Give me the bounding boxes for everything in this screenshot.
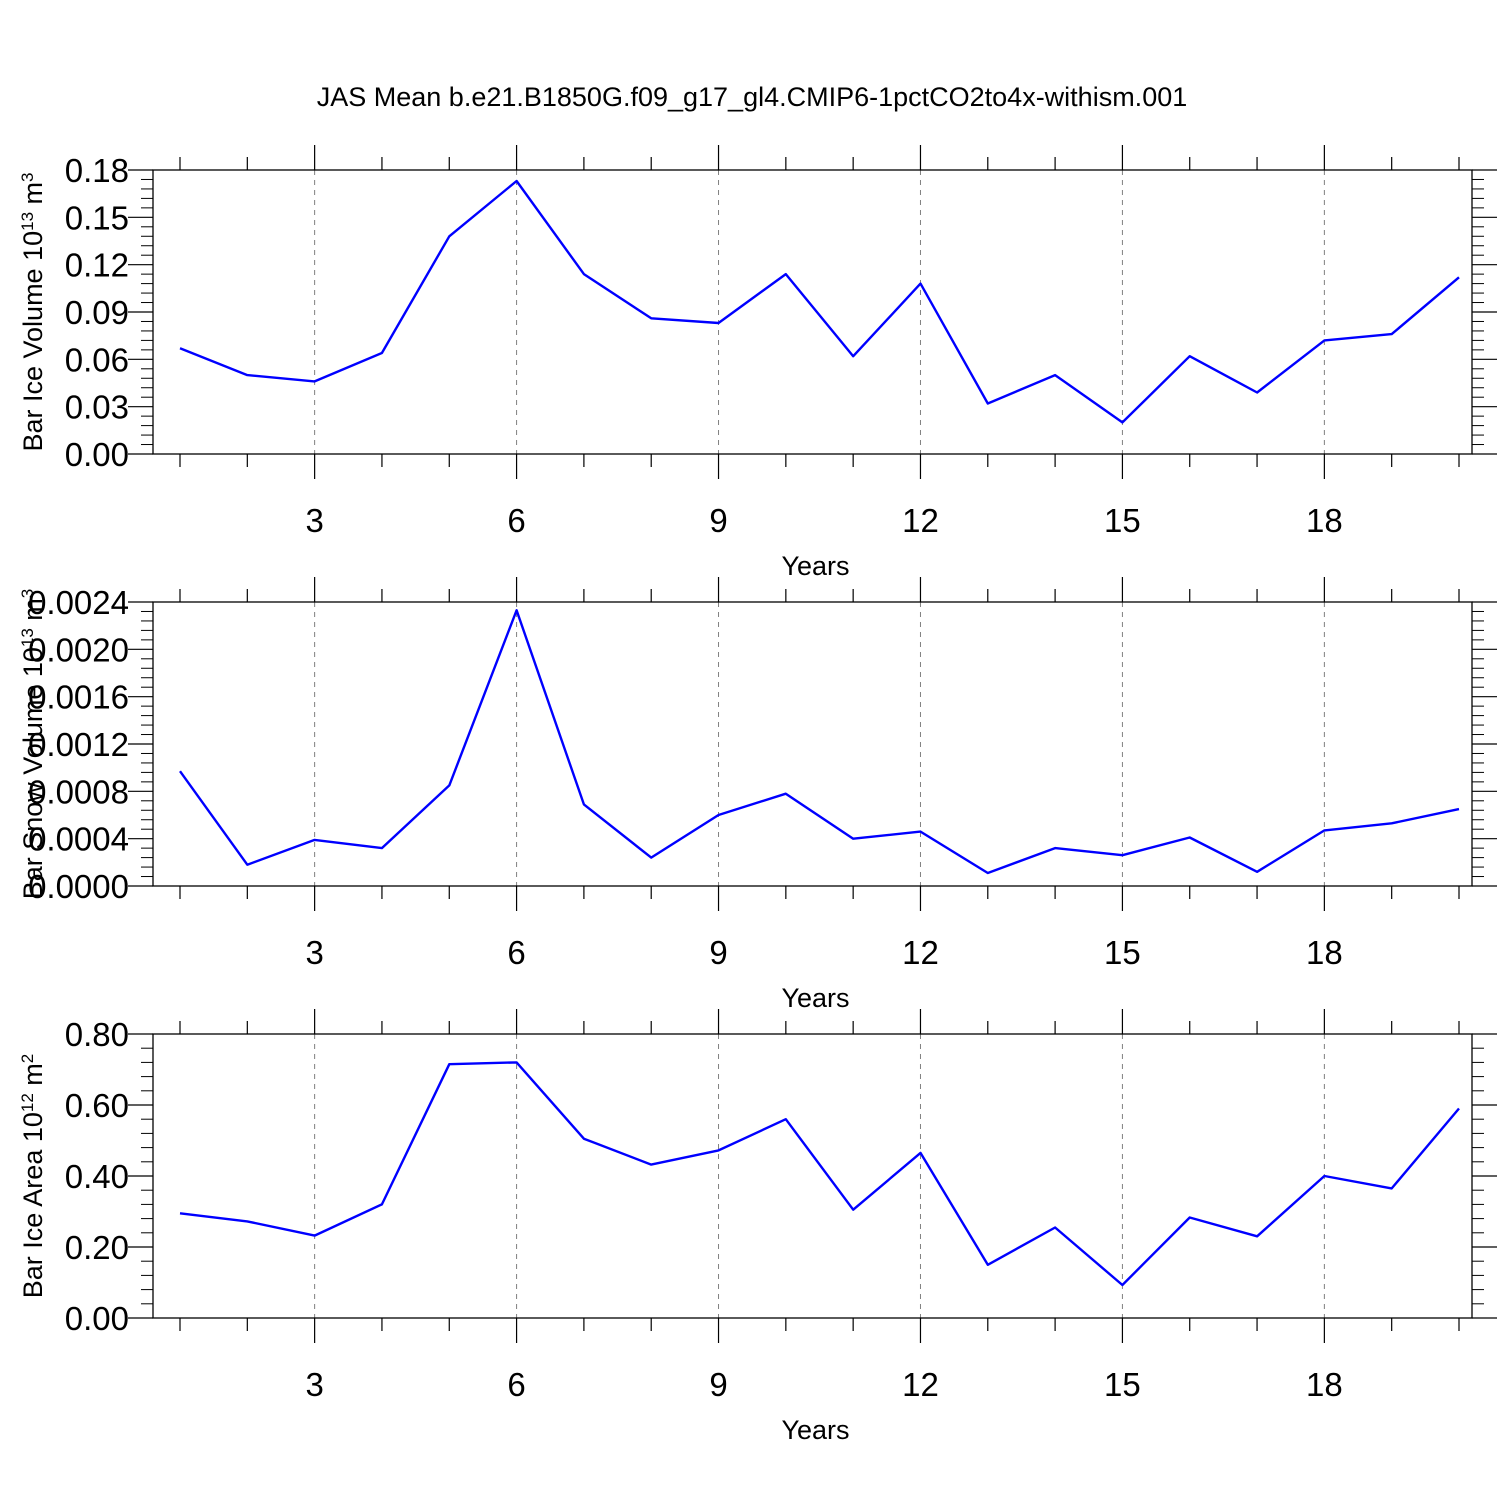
x-axis-label: Years <box>781 551 849 581</box>
chart-panel-2: 0.0000 0.0004 0.0008 0.0012 0.0016 0.0020 0.00… <box>18 577 1497 1013</box>
series-line <box>179 609 1460 875</box>
y-tick-label: 0.80 <box>65 1016 129 1053</box>
y-axis-label: Bar Ice Area 1012 m2 <box>18 1054 49 1299</box>
y-tick-label: 0.0008 <box>28 773 129 810</box>
x-tick-label: 12 <box>902 934 939 971</box>
y-tick-label: 0.0024 <box>28 584 129 621</box>
x-tick-label: 9 <box>709 502 727 539</box>
y-tick-label: 0.0004 <box>28 821 129 858</box>
x-tick-label: 15 <box>1104 934 1141 971</box>
series-line <box>179 179 1460 424</box>
x-axis-label: Years <box>781 983 849 1013</box>
y-tick-label: 0.06 <box>65 341 129 378</box>
x-tick-label: 9 <box>709 1366 727 1403</box>
y-tick-label: 0.12 <box>65 247 129 284</box>
x-tick-label: 6 <box>507 1366 525 1403</box>
x-axis-label: Years <box>781 1415 849 1445</box>
x-tick-label: 3 <box>305 1366 323 1403</box>
y-tick-label: 0.0016 <box>28 679 129 716</box>
x-tick-label: 9 <box>709 934 727 971</box>
series-line <box>179 1061 1460 1287</box>
x-tick-label: 18 <box>1306 1366 1343 1403</box>
chart-title: JAS Mean b.e21.B1850G.f09_g17_gl4.CMIP6-… <box>317 82 1188 112</box>
y-tick-label: 0.00 <box>65 1300 129 1337</box>
y-tick-label: 0.0012 <box>28 726 129 763</box>
x-tick-label: 18 <box>1306 502 1343 539</box>
y-tick-label: 0.0000 <box>28 868 129 905</box>
y-axis-label: Bar Snow Volume 1013 m3 <box>18 589 49 900</box>
x-tick-label: 3 <box>305 502 323 539</box>
y-tick-label: 0.15 <box>65 199 129 236</box>
x-tick-label: 3 <box>305 934 323 971</box>
x-tick-label: 6 <box>507 502 525 539</box>
x-tick-label: 15 <box>1104 502 1141 539</box>
y-tick-label: 0.20 <box>65 1229 129 1266</box>
x-tick-label: 12 <box>902 502 939 539</box>
x-tick-label: 6 <box>507 934 525 971</box>
y-tick-label: 0.60 <box>65 1087 129 1124</box>
x-tick-label: 15 <box>1104 1366 1141 1403</box>
y-tick-label: 0.18 <box>65 152 129 189</box>
x-tick-label: 18 <box>1306 934 1343 971</box>
y-axis-label: Bar Ice Volume 1013 m3 <box>18 172 49 451</box>
y-tick-label: 0.40 <box>65 1158 129 1195</box>
chart-panel-3: 0.00 0.20 0.40 0.60 0.80 3 6 9 12 15 18 Years Bar Ic… <box>18 1009 1497 1445</box>
y-tick-label: 0.03 <box>65 389 129 426</box>
y-tick-label: 0.09 <box>65 294 129 331</box>
y-tick-label: 0.0020 <box>28 631 129 668</box>
x-tick-label: 12 <box>902 1366 939 1403</box>
y-tick-label: 0.00 <box>65 436 129 473</box>
chart-panel-1: 0.00 0.03 0.06 0.09 0.12 0.15 0.18 3 6 9 12 15 18 Yea… <box>18 145 1497 581</box>
